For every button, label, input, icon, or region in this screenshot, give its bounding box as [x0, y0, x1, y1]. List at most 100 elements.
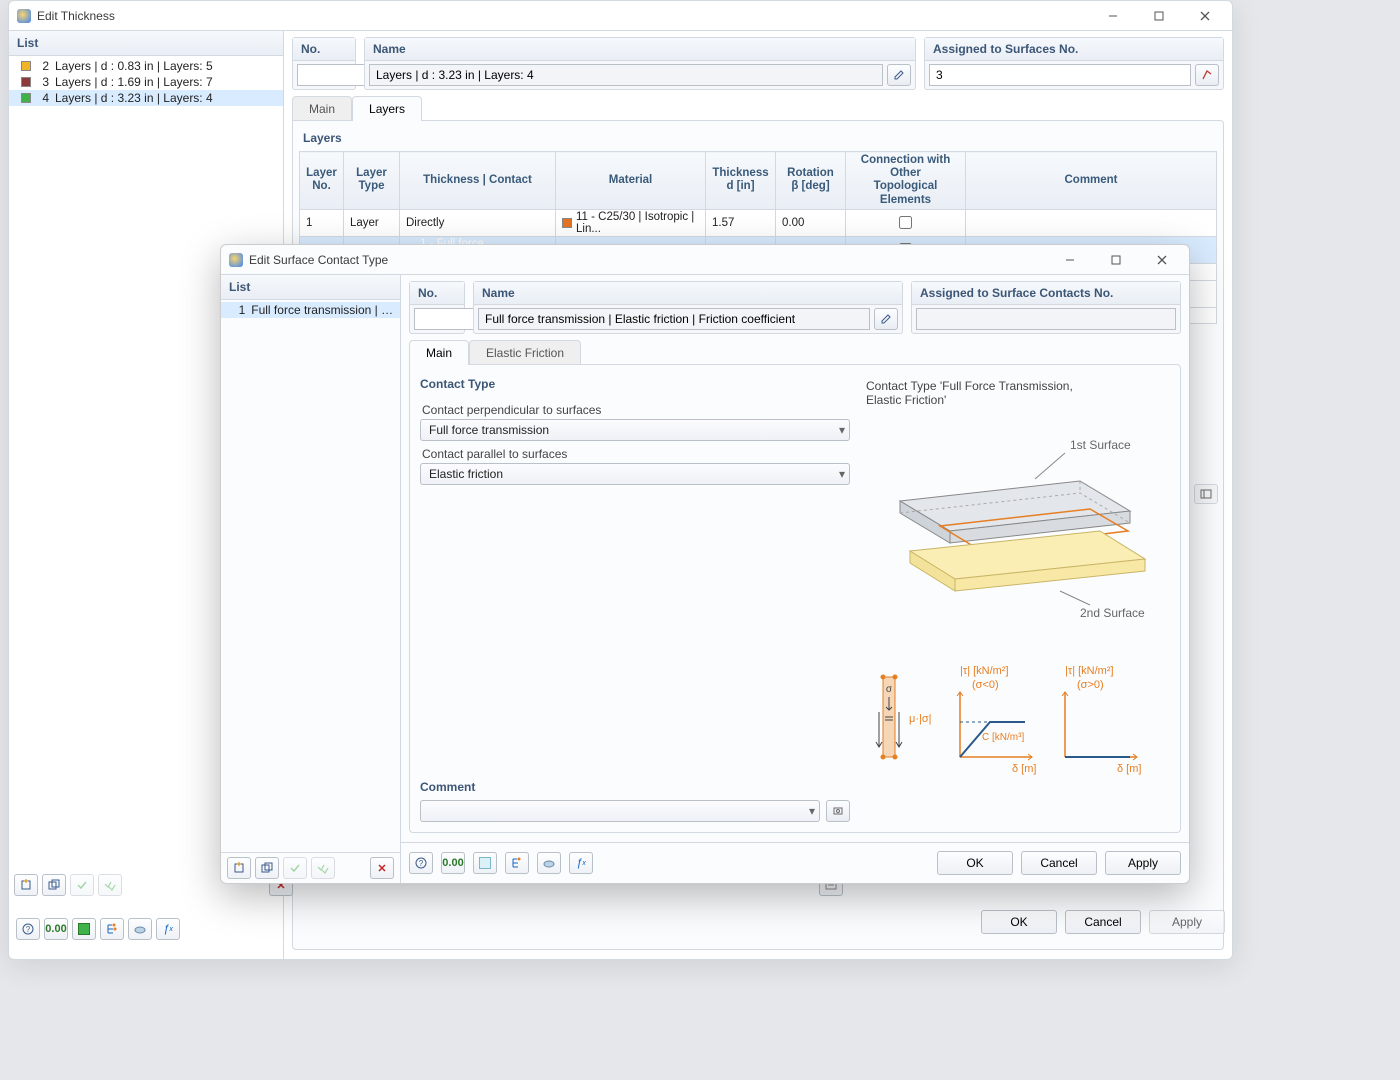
perp-select[interactable]: Full force transmission ▾	[420, 419, 850, 441]
preview-illustration: 1st Surface	[866, 415, 1164, 818]
col-comment: Comment	[966, 152, 1217, 210]
new-contact-button[interactable]	[227, 857, 251, 879]
contact-type-preview: Contact Type 'Full Force Transmission, E…	[860, 375, 1170, 822]
list-item-number: 1	[233, 303, 245, 317]
connection-checkbox[interactable]	[899, 216, 912, 229]
svg-text:(σ<0): (σ<0)	[972, 679, 999, 691]
contact-type-form: Contact Type Contact perpendicular to su…	[420, 375, 850, 822]
dialog-apply-button[interactable]: Apply	[1105, 851, 1181, 875]
svg-text:(σ>0): (σ>0)	[1077, 679, 1104, 691]
dialog-color-button[interactable]	[473, 852, 497, 874]
dialog-tabs: Main Elastic Friction	[409, 340, 1189, 365]
table-cell[interactable]: 1.57	[706, 209, 776, 236]
dialog-cancel-button[interactable]: Cancel	[1021, 851, 1097, 875]
dialog-edit-name-button[interactable]	[874, 308, 898, 330]
comment-select[interactable]: ▾	[420, 800, 820, 822]
copy-contact-button[interactable]	[255, 857, 279, 879]
close-button[interactable]	[1182, 1, 1228, 31]
dialog-ok-button[interactable]: OK	[937, 851, 1013, 875]
list-item[interactable]: 3Layers | d : 1.69 in | Layers: 7	[9, 74, 283, 90]
table-row[interactable]: 1LayerDirectly11 - C25/30 | Isotropic | …	[300, 209, 1217, 236]
svg-text:1st Surface: 1st Surface	[1070, 438, 1131, 452]
table-cell[interactable]: 0.00	[776, 209, 846, 236]
check-button[interactable]	[70, 874, 94, 896]
cancel-button[interactable]: Cancel	[1065, 910, 1141, 934]
ok-button[interactable]: OK	[981, 910, 1057, 934]
list-item-number: 2	[37, 59, 49, 73]
col-connection: Connection with OtherTopological Element…	[846, 152, 966, 210]
dialog-name-input[interactable]	[478, 308, 870, 330]
color-swatch-icon	[21, 77, 31, 87]
delete-contact-button[interactable]: ✕	[370, 857, 394, 879]
dialog-script-button[interactable]: ƒx	[569, 852, 593, 874]
chevron-down-icon: ▾	[839, 467, 845, 481]
svg-text:|τ| [kN/m²]: |τ| [kN/m²]	[960, 665, 1009, 677]
dialog-minimize-button[interactable]	[1047, 245, 1093, 275]
dialog-units-button[interactable]: 0.00	[441, 852, 465, 874]
color-swatch-icon	[21, 93, 31, 103]
svg-text:2nd Surface: 2nd Surface	[1080, 606, 1145, 620]
svg-text:|τ| [kN/m²]: |τ| [kN/m²]	[1065, 665, 1114, 677]
dialog-assigned-input[interactable]	[916, 308, 1176, 330]
dialog-tab-content: Contact Type Contact perpendicular to su…	[409, 364, 1181, 833]
dialog-button-row: ? 0.00 ƒx OK Cancel Apply	[401, 842, 1189, 883]
contact-type-detail: No. Name Assigned to Surface Contacts No…	[401, 275, 1189, 883]
tab-layers[interactable]: Layers	[352, 96, 422, 121]
edit-name-button[interactable]	[887, 64, 911, 86]
list-item-label: Layers | d : 0.83 in | Layers: 5	[55, 59, 213, 73]
dialog-close-button[interactable]	[1139, 245, 1185, 275]
col-layer-no: LayerNo.	[300, 152, 344, 210]
dialog-cloud-button[interactable]	[537, 852, 561, 874]
col-rotation: Rotationβ [deg]	[776, 152, 846, 210]
comment-attach-button[interactable]	[826, 800, 850, 822]
pick-surfaces-button[interactable]	[1195, 64, 1219, 86]
table-cell[interactable]	[966, 209, 1217, 236]
table-cell[interactable]: Layer	[344, 209, 400, 236]
assigned-label: Assigned to Surfaces No.	[925, 38, 1223, 61]
table-cell[interactable]	[846, 209, 966, 236]
dialog-list-heading: List	[221, 275, 400, 300]
color-swatch-icon	[21, 61, 31, 71]
list-item[interactable]: 2 Layers | d : 0.83 in | Layers: 5	[9, 58, 283, 74]
side-toggle-icon[interactable]	[1194, 484, 1218, 504]
dialog-name-field: Name	[473, 281, 903, 334]
window-title: Edit Thickness	[37, 9, 1090, 23]
check-contact-button[interactable]	[283, 857, 307, 879]
dialog-tab-elastic-friction[interactable]: Elastic Friction	[469, 340, 581, 365]
dialog-list-toolbar: ✕	[221, 852, 400, 883]
name-input[interactable]	[369, 64, 883, 86]
contact-type-list[interactable]: 1Full force transmission | Elastic	[221, 300, 400, 852]
col-thickness-d: Thicknessd [in]	[706, 152, 776, 210]
dialog-name-label: Name	[474, 282, 902, 305]
dialog-help-button[interactable]: ?	[409, 852, 433, 874]
assigned-field: Assigned to Surfaces No.	[924, 37, 1224, 90]
table-cell[interactable]: 11 - C25/30 | Isotropic | Lin...	[556, 209, 706, 236]
apply-button[interactable]: Apply	[1149, 910, 1225, 934]
table-cell[interactable]: Directly	[400, 209, 556, 236]
copy-item-button[interactable]	[42, 874, 66, 896]
perp-label: Contact perpendicular to surfaces	[422, 403, 850, 417]
maximize-button[interactable]	[1136, 1, 1182, 31]
par-select[interactable]: Elastic friction ▾	[420, 463, 850, 485]
list-item[interactable]: 4Layers | d : 3.23 in | Layers: 4	[9, 90, 283, 106]
minimize-button[interactable]	[1090, 1, 1136, 31]
table-cell[interactable]: 1	[300, 209, 344, 236]
list-heading: List	[9, 31, 283, 56]
dialog-tab-main[interactable]: Main	[409, 340, 469, 365]
perp-value: Full force transmission	[429, 423, 549, 437]
new-item-button[interactable]	[14, 874, 38, 896]
assigned-input[interactable]	[929, 64, 1191, 86]
dialog-assigned-field: Assigned to Surface Contacts No.	[911, 281, 1181, 334]
dialog-assigned-label: Assigned to Surface Contacts No.	[912, 282, 1180, 305]
no-field: No.	[292, 37, 356, 90]
col-material: Material	[556, 152, 706, 210]
tab-main[interactable]: Main	[292, 96, 352, 121]
dialog-maximize-button[interactable]	[1093, 245, 1139, 275]
dialog-tree-button[interactable]	[505, 852, 529, 874]
name-field: Name	[364, 37, 916, 90]
app-icon	[229, 253, 243, 267]
list-item[interactable]: 1Full force transmission | Elastic	[221, 302, 400, 318]
surfaces-diagram-icon: 1st Surface	[870, 431, 1160, 631]
check-all-contact-button[interactable]	[311, 857, 335, 879]
check-all-button[interactable]	[98, 874, 122, 896]
